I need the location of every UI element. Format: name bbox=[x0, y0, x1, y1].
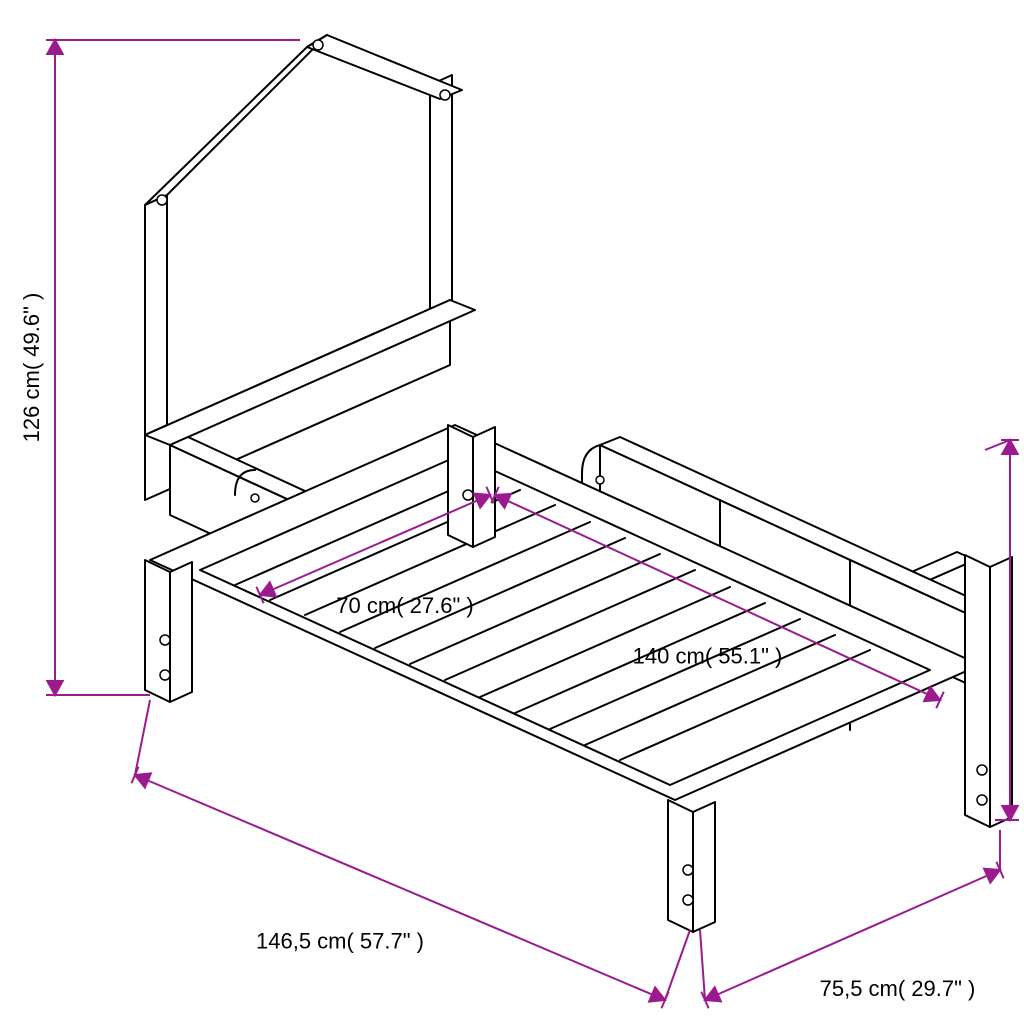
dim-width-outer-label-0: 75,5 cm( 29.7" ) bbox=[820, 976, 976, 1001]
dim-height-total-label-0: 126 cm( 49.6" ) bbox=[19, 293, 44, 443]
dim-length-outer-label-0: 146,5 cm( 57.7" ) bbox=[256, 928, 424, 953]
dim-inner-width-label-0: 70 cm( 27.6" ) bbox=[336, 593, 473, 618]
dim-rail-height-label-0: 49 cm( 19.3" ) bbox=[1020, 561, 1024, 698]
dim-inner-length-label-0: 140 cm( 55.1" ) bbox=[633, 643, 783, 668]
diagram-svg: 126 cm( 49.6" ) 49 cm( 19.3" ) 146,5 cm( 5… bbox=[0, 0, 1024, 1024]
product-drawing bbox=[145, 35, 1012, 932]
diagram-root: 126 cm( 49.6" ) 49 cm( 19.3" ) 146,5 cm( 5… bbox=[0, 0, 1024, 1024]
